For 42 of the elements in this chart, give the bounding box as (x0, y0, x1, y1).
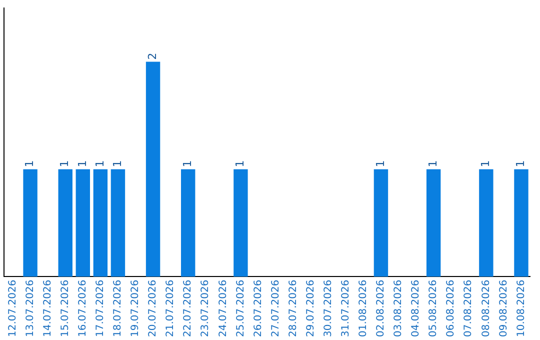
x-tick-label: 04.08.2026 (410, 280, 422, 338)
x-tick-label: 08.08.2026 (480, 280, 492, 338)
data-label: 1 (58, 160, 72, 168)
x-tick-label: 29.07.2026 (305, 280, 316, 338)
data-label: 1 (514, 160, 528, 168)
x-tick-label: 20.07.2026 (148, 280, 159, 338)
data-label: 1 (76, 160, 89, 168)
x-tick-label: 31.07.2026 (340, 280, 352, 338)
x-tick-label: 25.07.2026 (235, 280, 246, 338)
data-label: 1 (234, 160, 247, 168)
x-tick-label: 07.08.2026 (463, 280, 474, 338)
x-tick-label: 17.07.2026 (95, 280, 106, 338)
x-tick-label: 06.08.2026 (446, 280, 457, 338)
data-label: 1 (374, 160, 387, 168)
x-tick-label: 12.07.2026 (7, 280, 18, 338)
x-tick-label: 24.07.2026 (218, 280, 229, 338)
x-tick-label: 27.07.2026 (270, 280, 282, 338)
x-tick-label: 21.07.2026 (165, 280, 176, 338)
x-tick-label: 13.07.2026 (24, 280, 36, 338)
data-label: 2 (146, 52, 159, 60)
x-tick-label: 01.08.2026 (358, 280, 370, 338)
data-label: 1 (426, 160, 440, 168)
x-tick-label: 22.07.2026 (182, 280, 194, 338)
x-tick-label: 09.08.2026 (498, 280, 510, 338)
data-label: 1 (110, 160, 124, 168)
x-tick-label: 02.08.2026 (376, 280, 387, 338)
data-label: 1 (479, 160, 492, 168)
x-tick-label: 28.07.2026 (288, 280, 299, 338)
x-tick-label: 10.08.2026 (516, 280, 527, 338)
x-tick-label: 16.07.2026 (77, 280, 88, 338)
data-label: 1 (93, 160, 106, 168)
data-label: 1 (23, 160, 36, 168)
data-label: 1 (180, 160, 194, 168)
x-tick-label: 15.07.2026 (60, 280, 71, 338)
x-tick-label: 03.08.2026 (393, 280, 404, 338)
x-tick-label: 23.07.2026 (200, 280, 212, 338)
x-tick-label: 19.07.2026 (130, 280, 142, 338)
x-tick-label: 26.07.2026 (252, 280, 264, 338)
x-tick-label: 05.08.2026 (428, 280, 440, 338)
x-tick-label: 14.07.2026 (42, 280, 54, 338)
x-tick-label: 18.07.2026 (112, 280, 124, 338)
x-tick-label: 30.07.2026 (322, 280, 334, 338)
